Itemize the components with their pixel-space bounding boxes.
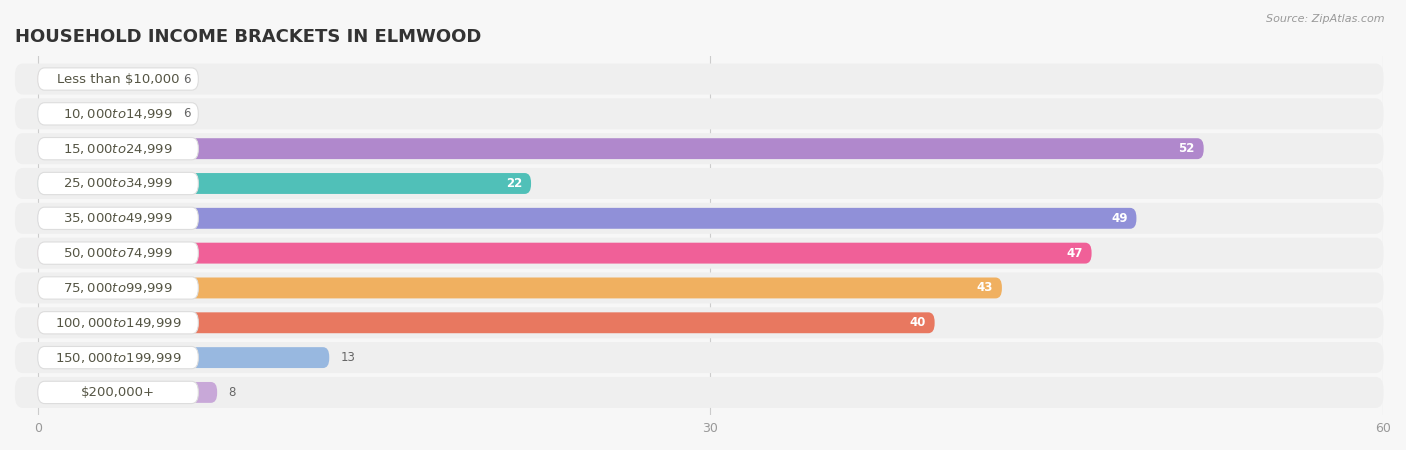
Text: 6: 6 bbox=[184, 108, 191, 120]
Text: HOUSEHOLD INCOME BRACKETS IN ELMWOOD: HOUSEHOLD INCOME BRACKETS IN ELMWOOD bbox=[15, 28, 482, 46]
FancyBboxPatch shape bbox=[38, 277, 198, 299]
Text: $35,000 to $49,999: $35,000 to $49,999 bbox=[63, 212, 173, 225]
FancyBboxPatch shape bbox=[15, 307, 1384, 338]
FancyBboxPatch shape bbox=[38, 207, 198, 230]
Text: 8: 8 bbox=[228, 386, 236, 399]
FancyBboxPatch shape bbox=[15, 238, 1384, 269]
FancyBboxPatch shape bbox=[38, 138, 198, 160]
Text: $150,000 to $199,999: $150,000 to $199,999 bbox=[55, 351, 181, 364]
Text: 43: 43 bbox=[977, 281, 993, 294]
FancyBboxPatch shape bbox=[38, 138, 1204, 159]
FancyBboxPatch shape bbox=[38, 347, 329, 368]
Text: $25,000 to $34,999: $25,000 to $34,999 bbox=[63, 176, 173, 190]
FancyBboxPatch shape bbox=[38, 278, 1002, 298]
FancyBboxPatch shape bbox=[38, 208, 1136, 229]
Text: 52: 52 bbox=[1178, 142, 1195, 155]
Text: $10,000 to $14,999: $10,000 to $14,999 bbox=[63, 107, 173, 121]
Text: 13: 13 bbox=[340, 351, 356, 364]
Text: $200,000+: $200,000+ bbox=[82, 386, 155, 399]
FancyBboxPatch shape bbox=[15, 342, 1384, 373]
Text: 49: 49 bbox=[1111, 212, 1128, 225]
FancyBboxPatch shape bbox=[15, 203, 1384, 234]
FancyBboxPatch shape bbox=[15, 63, 1384, 94]
FancyBboxPatch shape bbox=[38, 312, 935, 333]
Text: 47: 47 bbox=[1066, 247, 1083, 260]
FancyBboxPatch shape bbox=[38, 381, 198, 404]
FancyBboxPatch shape bbox=[38, 242, 198, 264]
FancyBboxPatch shape bbox=[38, 346, 198, 369]
Text: $15,000 to $24,999: $15,000 to $24,999 bbox=[63, 142, 173, 156]
FancyBboxPatch shape bbox=[38, 68, 173, 90]
Text: 40: 40 bbox=[910, 316, 925, 329]
FancyBboxPatch shape bbox=[15, 99, 1384, 129]
FancyBboxPatch shape bbox=[15, 168, 1384, 199]
FancyBboxPatch shape bbox=[38, 104, 173, 124]
Text: $50,000 to $74,999: $50,000 to $74,999 bbox=[63, 246, 173, 260]
Text: 22: 22 bbox=[506, 177, 522, 190]
Text: $100,000 to $149,999: $100,000 to $149,999 bbox=[55, 316, 181, 330]
FancyBboxPatch shape bbox=[38, 68, 198, 90]
FancyBboxPatch shape bbox=[38, 382, 217, 403]
FancyBboxPatch shape bbox=[38, 312, 198, 334]
FancyBboxPatch shape bbox=[15, 377, 1384, 408]
FancyBboxPatch shape bbox=[38, 243, 1091, 264]
FancyBboxPatch shape bbox=[38, 172, 198, 195]
Text: 6: 6 bbox=[184, 72, 191, 86]
Text: Source: ZipAtlas.com: Source: ZipAtlas.com bbox=[1267, 14, 1385, 23]
FancyBboxPatch shape bbox=[15, 133, 1384, 164]
Text: Less than $10,000: Less than $10,000 bbox=[56, 72, 180, 86]
FancyBboxPatch shape bbox=[38, 103, 198, 125]
Text: $75,000 to $99,999: $75,000 to $99,999 bbox=[63, 281, 173, 295]
FancyBboxPatch shape bbox=[15, 272, 1384, 303]
FancyBboxPatch shape bbox=[38, 173, 531, 194]
